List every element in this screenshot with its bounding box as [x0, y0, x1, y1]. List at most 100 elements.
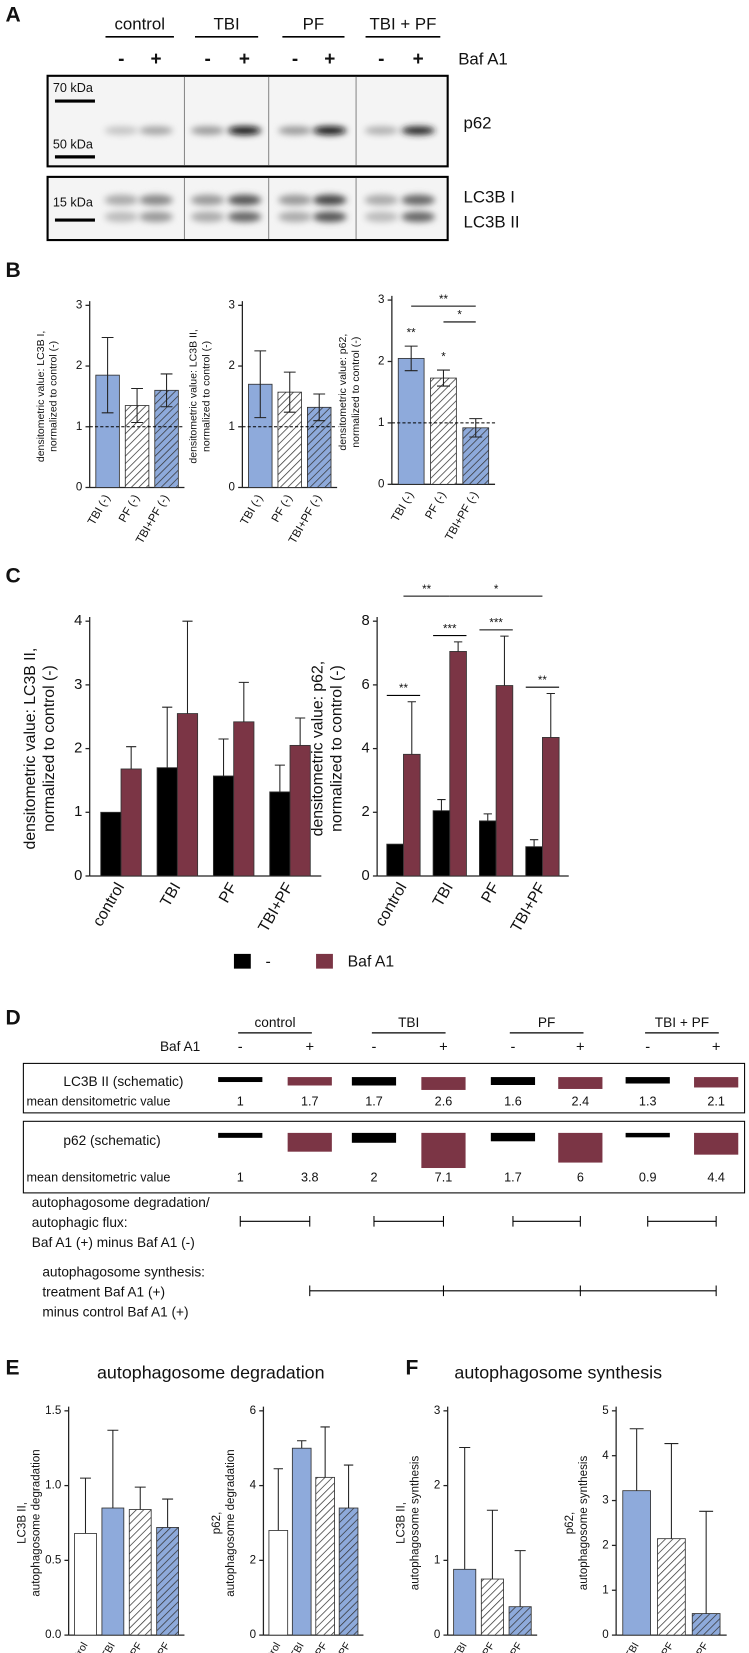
y-tick-label: 1.0 — [45, 1480, 61, 1492]
y-tick-label: 2 — [434, 1480, 440, 1492]
x-tick-label: TBI — [430, 880, 457, 910]
mean-value: 1 — [237, 1171, 244, 1185]
bar — [233, 721, 255, 877]
significance: ** — [407, 328, 417, 340]
mean-value: 2.4 — [572, 1095, 590, 1109]
bar — [315, 1476, 335, 1636]
y-tick-label: 1 — [602, 1584, 608, 1596]
bar — [525, 846, 543, 877]
band — [278, 194, 312, 206]
bar — [289, 744, 311, 877]
panel-label: A — [5, 3, 20, 26]
y-tick-label: 8 — [362, 613, 370, 629]
error-bar — [295, 717, 306, 746]
bar — [101, 1507, 125, 1636]
y-tick-label: 2 — [74, 740, 82, 756]
panel-label: E — [5, 1356, 19, 1379]
x-tick-label: control — [90, 880, 128, 930]
error-bar — [486, 1509, 498, 1580]
error-bar — [218, 738, 229, 776]
band — [227, 126, 262, 135]
error-bar — [664, 1443, 679, 1539]
schematic-box — [22, 1120, 746, 1194]
y-tick-label: 3 — [378, 294, 384, 306]
y-tick-label: 1 — [378, 417, 384, 429]
error-bar — [500, 635, 509, 686]
y-tick-label: 3 — [602, 1495, 608, 1507]
y-axis-label: normalized to control (-) — [41, 665, 58, 832]
panel-label: F — [406, 1356, 419, 1379]
schematic-bar — [558, 1132, 603, 1163]
bar — [691, 1613, 721, 1636]
x-tick-label: TBI+PF — [508, 880, 550, 936]
bar — [176, 713, 199, 877]
bar — [403, 753, 421, 877]
mean-value: 1 — [237, 1095, 244, 1109]
error-bar — [297, 1440, 307, 1449]
row-value-label: mean densitometric value — [27, 1095, 171, 1109]
significance: *** — [443, 623, 457, 635]
y-axis-label: p62, — [564, 1512, 576, 1535]
treatment-sign: + — [305, 1039, 314, 1055]
error-bar — [107, 1429, 119, 1509]
error-bar — [162, 1498, 174, 1528]
y-tick-label: 4 — [362, 740, 370, 756]
y-tick-label: 0 — [229, 482, 235, 494]
mean-value: 4.4 — [707, 1171, 725, 1185]
x-tick-label: PF — [659, 1640, 676, 1653]
schematic-bar — [558, 1077, 603, 1089]
protein-label: LC3B II — [463, 213, 519, 232]
x-tick-label: TBI+PF — [144, 1640, 172, 1653]
band — [312, 194, 347, 206]
legend-swatch — [316, 953, 333, 969]
row-label: LC3B II (schematic) — [63, 1074, 183, 1089]
bar — [542, 737, 560, 877]
treatment-sign: + — [150, 49, 161, 70]
x-tick-label: control — [372, 880, 410, 930]
error-bar — [453, 641, 463, 652]
y-tick-label: 3 — [434, 1405, 440, 1417]
treatment-label: Baf A1 — [458, 49, 508, 68]
y-tick-label: 0.5 — [45, 1554, 61, 1566]
y-tick-label: 2 — [229, 360, 235, 372]
band — [190, 194, 225, 206]
error-bar — [407, 701, 416, 755]
legend-swatch — [233, 953, 251, 969]
y-tick-label: 1 — [229, 421, 235, 433]
error-bar — [101, 336, 114, 414]
error-bar — [629, 1428, 644, 1491]
x-tick-label: PF (-) — [117, 493, 142, 525]
note: autophagic flux: — [32, 1215, 128, 1230]
significance: ** — [422, 584, 432, 596]
mean-value: 2.1 — [707, 1095, 725, 1109]
x-tick-label: TBI — [99, 1640, 118, 1653]
bar — [622, 1490, 651, 1636]
bar — [156, 1527, 179, 1636]
section-title: autophagosome synthesis — [454, 1363, 662, 1383]
band — [278, 211, 312, 223]
bar — [430, 377, 457, 485]
treatment-sign: - — [378, 49, 384, 70]
flux-bracket — [373, 1216, 444, 1227]
marker-label: 70 kDa — [53, 81, 94, 95]
mean-value: 6 — [577, 1171, 584, 1185]
mean-value: 1.7 — [301, 1095, 319, 1109]
mean-value: 0.9 — [639, 1171, 657, 1185]
group-label: TBI + PF — [369, 15, 436, 34]
y-axis-label: densitometric value: p62, — [309, 661, 326, 836]
y-tick-label: 1 — [434, 1554, 440, 1566]
mean-value: 1.6 — [504, 1095, 522, 1109]
legend-label: - — [266, 953, 271, 970]
flux-bracket — [239, 1216, 311, 1227]
schematic-bar — [625, 1077, 670, 1084]
marker-label: 50 kDa — [53, 138, 94, 152]
x-tick-label: PF — [313, 1640, 330, 1653]
error-bar — [80, 1477, 91, 1534]
schematic-bar — [625, 1132, 670, 1138]
y-tick-label: 3 — [229, 299, 235, 311]
mean-value: 2.6 — [435, 1095, 453, 1109]
y-tick-label: 1.5 — [45, 1405, 61, 1417]
treatment-sign: + — [324, 49, 335, 70]
bar — [100, 811, 122, 877]
schematic-bar — [490, 1132, 536, 1142]
